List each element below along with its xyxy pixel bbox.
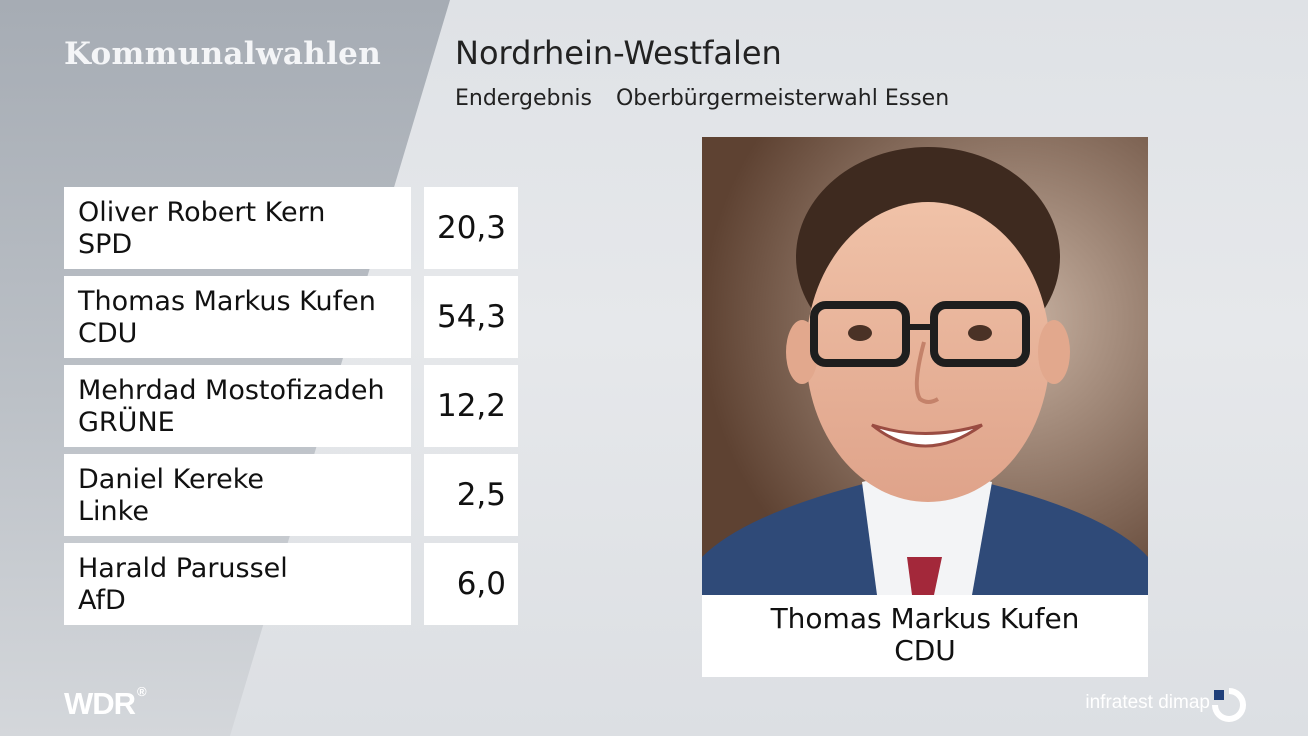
result-type-label: Endergebnis — [455, 86, 592, 111]
candidate-box: Oliver Robert Kern SPD — [64, 187, 411, 269]
region-title: Nordrhein-Westfalen — [455, 34, 782, 72]
result-value: 2,5 — [424, 454, 518, 536]
election-label: Oberbürgermeisterwahl Essen — [615, 86, 950, 111]
candidate-box: Thomas Markus Kufen CDU — [64, 276, 411, 358]
candidate-party: CDU — [78, 318, 138, 349]
candidate-name: Daniel Kereke — [78, 464, 265, 495]
brand-title: Kommunalwahlen — [64, 36, 382, 72]
registered-mark: ® — [137, 684, 147, 699]
candidate-name: Oliver Robert Kern — [78, 197, 326, 228]
result-value: 12,2 — [424, 365, 518, 447]
winner-name: Thomas Markus Kufen — [770, 602, 1080, 635]
candidate-box: Harald Parussel AfD — [64, 543, 411, 625]
candidate-party: Linke — [78, 496, 149, 527]
result-value: 20,3 — [424, 187, 518, 269]
candidate-party: AfD — [78, 585, 126, 616]
candidate-party: GRÜNE — [78, 407, 175, 438]
portrait-illustration — [702, 137, 1148, 595]
result-value: 6,0 — [424, 543, 518, 625]
wdr-logo-text: WDR — [64, 686, 136, 721]
candidate-box: Mehrdad Mostofizadeh GRÜNE — [64, 365, 411, 447]
infratest-logo-icon — [1212, 688, 1246, 726]
winner-card: Thomas Markus Kufen CDU — [702, 137, 1148, 677]
winner-party: CDU — [894, 634, 956, 667]
candidate-name: Mehrdad Mostofizadeh — [78, 375, 385, 406]
wdr-logo: WDR ® — [64, 684, 147, 722]
candidate-name: Harald Parussel — [78, 553, 288, 584]
subtitle: Endergebnis Oberbürgermeisterwahl Essen — [455, 86, 949, 111]
candidate-box: Daniel Kereke Linke — [64, 454, 411, 536]
winner-caption: Thomas Markus Kufen CDU — [702, 603, 1148, 667]
candidate-party: SPD — [78, 229, 133, 260]
candidate-name: Thomas Markus Kufen — [78, 286, 376, 317]
winner-portrait — [702, 137, 1148, 595]
pollster-label: infratest dimap — [1085, 692, 1210, 713]
result-value: 54,3 — [424, 276, 518, 358]
